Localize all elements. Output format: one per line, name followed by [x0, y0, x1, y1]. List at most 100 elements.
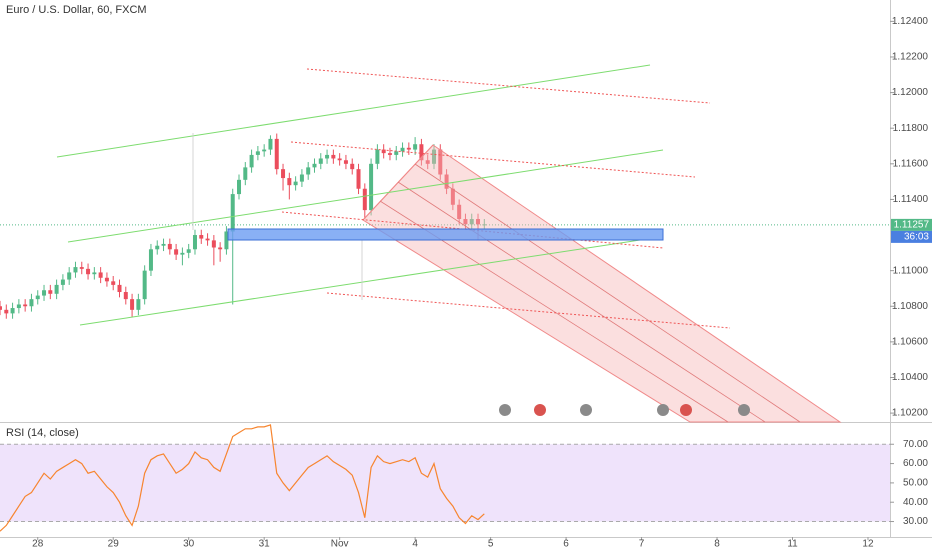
x-tick-label: 4 — [412, 539, 418, 550]
candle-body — [262, 149, 267, 152]
candle-body — [92, 272, 97, 275]
candle-body — [23, 304, 28, 307]
candle-body — [60, 279, 65, 285]
candle-body — [356, 169, 361, 189]
event-icon — [680, 404, 692, 416]
candle-body — [130, 299, 135, 310]
x-tick-label: 7 — [639, 539, 645, 550]
y-tick-label: 1.11800 — [893, 123, 929, 134]
candle-body — [142, 270, 147, 300]
x-tick-label: Nov — [331, 539, 349, 550]
trend-line — [290, 141, 696, 178]
candle-body — [438, 149, 443, 175]
candle-body — [16, 304, 21, 309]
candle-body — [224, 231, 229, 250]
event-icons — [499, 404, 750, 416]
candle-body — [0, 306, 2, 310]
y-tick-label: 1.12400 — [892, 16, 929, 27]
x-tick-label: 29 — [108, 539, 120, 550]
y-tick-label: 60.00 — [903, 458, 928, 469]
candle-body — [281, 169, 286, 179]
candle-body — [237, 179, 242, 195]
candle-body — [10, 308, 15, 314]
pitchfork-line — [414, 163, 801, 423]
trend-line — [56, 64, 651, 158]
candle-body — [469, 219, 474, 225]
x-tick-label: 8 — [714, 539, 720, 550]
candle-body — [431, 149, 436, 164]
last-price-label: 1.11257 — [894, 220, 930, 231]
y-tick-label: 1.10200 — [892, 408, 929, 419]
x-tick-label: 31 — [259, 539, 271, 550]
candle-body — [98, 272, 103, 278]
candle-body — [192, 235, 197, 250]
x-tick-label: 30 — [183, 539, 195, 550]
y-tick-label: 1.10800 — [892, 301, 929, 312]
countdown-box — [891, 230, 932, 243]
candle-body — [174, 249, 179, 255]
zone-box — [227, 228, 664, 241]
y-tick-label: 1.11400 — [893, 194, 929, 205]
x-tick-label: 5 — [488, 539, 494, 550]
candle-body — [375, 149, 380, 164]
y-tick-label: 30.00 — [903, 516, 928, 527]
candle-body — [48, 290, 53, 294]
candle-body — [312, 163, 317, 168]
trend-line — [79, 239, 641, 326]
y-tick-label: 40.00 — [903, 497, 928, 508]
candle-body — [29, 299, 34, 307]
candle-body — [425, 160, 430, 164]
candle-body — [318, 158, 323, 164]
pitchfork-area — [362, 144, 842, 423]
candle-body — [325, 154, 330, 159]
candle-body — [369, 163, 374, 211]
candle-body — [148, 249, 153, 271]
rsi-band — [0, 444, 890, 522]
candle-body — [243, 167, 248, 180]
candle-body — [42, 290, 47, 296]
candle-body — [362, 188, 367, 211]
rsi-line — [0, 424, 485, 532]
x-tick-label: 28 — [32, 539, 44, 550]
x-tick-label: 12 — [862, 539, 874, 550]
candle-body — [255, 151, 260, 155]
candle-body — [180, 252, 185, 255]
candle-body — [167, 243, 172, 250]
y-tick-label: 50.00 — [903, 478, 928, 489]
candle-body — [400, 147, 405, 152]
candle-body — [306, 167, 311, 175]
event-icon — [580, 404, 592, 416]
candle-body — [211, 240, 216, 248]
y-tick-label: 1.10400 — [892, 372, 929, 383]
candle-body — [482, 224, 487, 226]
event-icon — [657, 404, 669, 416]
candle-body — [293, 181, 298, 186]
candle-body — [136, 299, 141, 310]
candle-body — [218, 247, 223, 250]
x-tick-label: 6 — [563, 539, 569, 550]
candle-body — [413, 144, 418, 150]
candle-body — [331, 154, 336, 159]
candle-body — [161, 243, 166, 246]
candle-body — [35, 295, 40, 300]
candle-body — [199, 235, 204, 239]
candle-body — [117, 284, 122, 293]
candle-body — [186, 249, 191, 253]
chart-title: Euro / U.S. Dollar, 60, FXCM — [6, 4, 147, 16]
trend-line — [67, 149, 664, 243]
candle-body — [268, 138, 273, 150]
candle-body — [155, 245, 160, 250]
event-icon — [534, 404, 546, 416]
x-tick-label: 11 — [787, 539, 798, 550]
candle-body — [463, 219, 468, 225]
event-icon — [499, 404, 511, 416]
candle-body — [299, 174, 304, 182]
y-tick-label: 70.00 — [903, 439, 928, 450]
candle-body — [394, 151, 399, 155]
candle-body — [4, 309, 9, 314]
candle-body — [450, 188, 455, 205]
candle-body — [419, 144, 424, 161]
candle-body — [104, 277, 109, 282]
